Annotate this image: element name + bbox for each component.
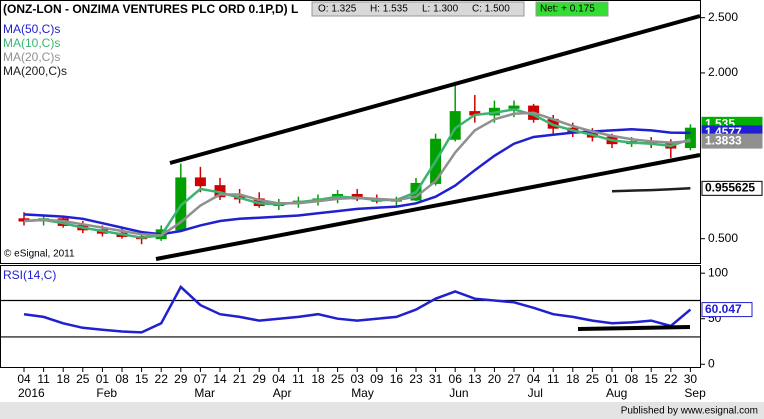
x-tick-label: 21 bbox=[233, 372, 247, 386]
quote-net: Net: + 0.175 bbox=[540, 4, 595, 15]
x-tick-label: 18 bbox=[57, 372, 71, 386]
x-tick-label: 01 bbox=[605, 372, 619, 386]
x-tick-label: 29 bbox=[253, 372, 267, 386]
month-label: Mar bbox=[194, 386, 215, 400]
rsi-panel bbox=[0, 265, 701, 368]
trend-line bbox=[169, 14, 701, 165]
x-tick-label: 23 bbox=[409, 372, 423, 386]
x-tick-label: 14 bbox=[213, 372, 227, 386]
x-tick-label: 18 bbox=[566, 372, 580, 386]
x-tick-label: 08 bbox=[625, 372, 639, 386]
legend-entry: MA(10,C)s bbox=[3, 36, 60, 50]
last-value-label: 0.955625 bbox=[705, 181, 755, 195]
month-label: Jun bbox=[449, 386, 468, 400]
footer: Published by www.esignal.com bbox=[621, 406, 758, 417]
x-tick-label: 03 bbox=[351, 372, 365, 386]
rsi-title: RSI(14,C) bbox=[3, 268, 56, 282]
x-tick-label: 30 bbox=[684, 372, 698, 386]
x-tick-label: 22 bbox=[664, 372, 678, 386]
quote-low: L: 1.300 bbox=[422, 4, 459, 15]
x-tick-label: 07 bbox=[194, 372, 208, 386]
credit: © eSignal, 2011 bbox=[4, 249, 75, 260]
x-tick-label: 11 bbox=[292, 372, 305, 386]
month-label: Aug bbox=[606, 386, 627, 400]
y-tick-label: 2.500 bbox=[708, 10, 738, 24]
net-box bbox=[535, 1, 609, 17]
chart-title: (ONZ-LON - ONZIMA VENTURES PLC ORD 0.1P,… bbox=[3, 2, 298, 16]
x-tick-label: 20 bbox=[488, 372, 502, 386]
plot-layer bbox=[1, 81, 700, 338]
y-tick-label: 0.500 bbox=[708, 231, 738, 245]
month-label: Feb bbox=[96, 386, 117, 400]
legend-entry: MA(50,C)s bbox=[3, 22, 60, 36]
rsi-last-label: 60.047 bbox=[705, 302, 742, 316]
quote-close: C: 1.500 bbox=[472, 4, 510, 15]
trend-line bbox=[155, 153, 701, 261]
x-tick-label: 29 bbox=[174, 372, 188, 386]
x-tick-label: 11 bbox=[37, 372, 50, 386]
quote-high: H: 1.535 bbox=[370, 4, 408, 15]
x-tick-label: 11 bbox=[547, 372, 560, 386]
x-tick-label: 04 bbox=[272, 372, 286, 386]
candle-body bbox=[684, 127, 696, 149]
x-tick-label: 06 bbox=[449, 372, 463, 386]
month-label: 2016 bbox=[18, 386, 45, 400]
quote-open: O: 1.325 bbox=[318, 4, 357, 15]
x-tick-label: 25 bbox=[586, 372, 600, 386]
x-tick-label: 18 bbox=[311, 372, 325, 386]
last-value-box bbox=[701, 180, 763, 196]
ma-line bbox=[23, 111, 691, 237]
x-tick-label: 22 bbox=[155, 372, 169, 386]
x-tick-label: 04 bbox=[17, 372, 31, 386]
price-panel bbox=[0, 0, 701, 264]
rsi-tick-label: 100 bbox=[708, 265, 728, 279]
x-tick-label: 08 bbox=[115, 372, 129, 386]
x-tick-label: 04 bbox=[527, 372, 541, 386]
rsi-line bbox=[23, 284, 692, 334]
x-tick-label: 13 bbox=[468, 372, 482, 386]
x-tick-label: 31 bbox=[429, 372, 443, 386]
x-tick-label: 15 bbox=[135, 372, 149, 386]
legend-entry: MA(20,C)s bbox=[3, 50, 60, 64]
x-tick-label: 01 bbox=[96, 372, 110, 386]
x-tick-label: 15 bbox=[645, 372, 659, 386]
month-label: Sep bbox=[684, 386, 706, 400]
legend-entry: MA(200,C)s bbox=[3, 64, 67, 78]
month-label: Jul bbox=[528, 386, 543, 400]
candle-body bbox=[508, 105, 520, 109]
x-tick-label: 25 bbox=[76, 372, 90, 386]
month-label: Apr bbox=[273, 386, 292, 400]
ma-line bbox=[611, 187, 691, 193]
last-value-box bbox=[701, 133, 763, 149]
rsi-trend-line bbox=[577, 325, 691, 331]
quote-box bbox=[311, 1, 525, 17]
last-value-label: 1.3833 bbox=[705, 133, 742, 147]
y-tick-label: 2.000 bbox=[708, 65, 738, 79]
month-label: May bbox=[351, 386, 374, 400]
x-tick-label: 09 bbox=[370, 372, 384, 386]
footer-bar bbox=[0, 402, 764, 419]
x-tick-label: 25 bbox=[331, 372, 345, 386]
candle-body bbox=[194, 177, 206, 187]
rsi-last-box bbox=[701, 302, 753, 318]
x-tick-label: 16 bbox=[390, 372, 404, 386]
rsi-tick-label: 0 bbox=[708, 356, 715, 370]
x-tick-label: 27 bbox=[507, 372, 521, 386]
